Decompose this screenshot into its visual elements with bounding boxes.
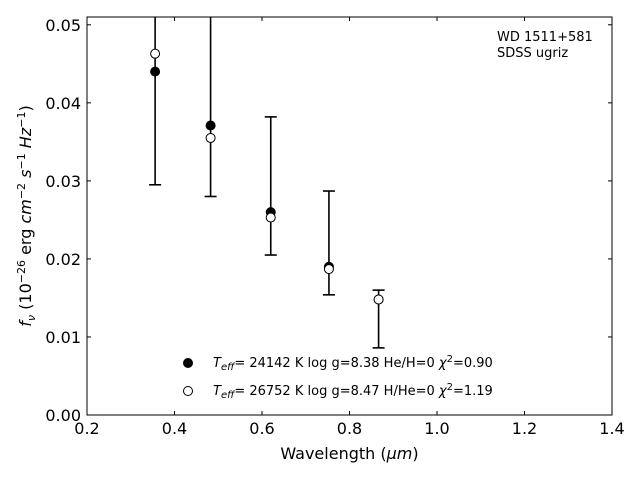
data-point-open <box>150 48 161 59</box>
x-tick-label: 0.6 <box>249 419 274 438</box>
data-markers <box>150 48 384 305</box>
x-tick-label: 1.2 <box>512 419 537 438</box>
y-tick-label: 0.04 <box>45 94 81 113</box>
x-tick-label: 0.8 <box>337 419 362 438</box>
y-tick-label: 0.02 <box>45 250 81 269</box>
y-axis-title: fν (10−26 erg cm−2 s−1 Hz−1) <box>15 105 38 326</box>
x-tick-label: 0.2 <box>74 419 99 438</box>
legend-marker-filled <box>183 358 193 368</box>
axis-ticks: 0.2 0.4 0.6 0.8 1.0 1.2 1.4 0.00 0.01 0.02 0.03 0.0… <box>45 16 624 438</box>
legend-label-open: Teff= 26752 K log g=8.47 H/He=0 χ2=1.19 <box>213 382 493 401</box>
annotation-object-name: WD 1511+581 <box>497 30 593 45</box>
x-axis-title: Wavelength (μm) <box>280 444 418 463</box>
legend-label-filled: Teff= 24142 K log g=8.38 He/H=0 χ2=0.90 <box>213 354 493 373</box>
error-bars <box>149 17 385 349</box>
x-tick-label: 1.0 <box>424 419 449 438</box>
legend: Teff= 24142 K log g=8.38 He/H=0 χ2=0.90 … <box>183 354 493 401</box>
y-tick-label: 0.03 <box>45 172 81 191</box>
x-tick-label: 0.4 <box>162 419 187 438</box>
y-tick-label: 0.01 <box>45 328 81 347</box>
legend-marker-open <box>183 386 193 396</box>
data-point-open <box>265 212 276 223</box>
data-point-open <box>373 294 384 305</box>
y-tick-label: 0.00 <box>45 406 81 425</box>
annotation-survey-name: SDSS ugriz <box>497 46 568 61</box>
y-tick-label: 0.05 <box>45 16 81 35</box>
data-point-filled <box>205 120 216 131</box>
data-point-filled <box>150 66 161 77</box>
data-point-open <box>205 132 216 143</box>
data-point-open <box>323 264 334 275</box>
x-tick-label: 1.4 <box>599 419 624 438</box>
